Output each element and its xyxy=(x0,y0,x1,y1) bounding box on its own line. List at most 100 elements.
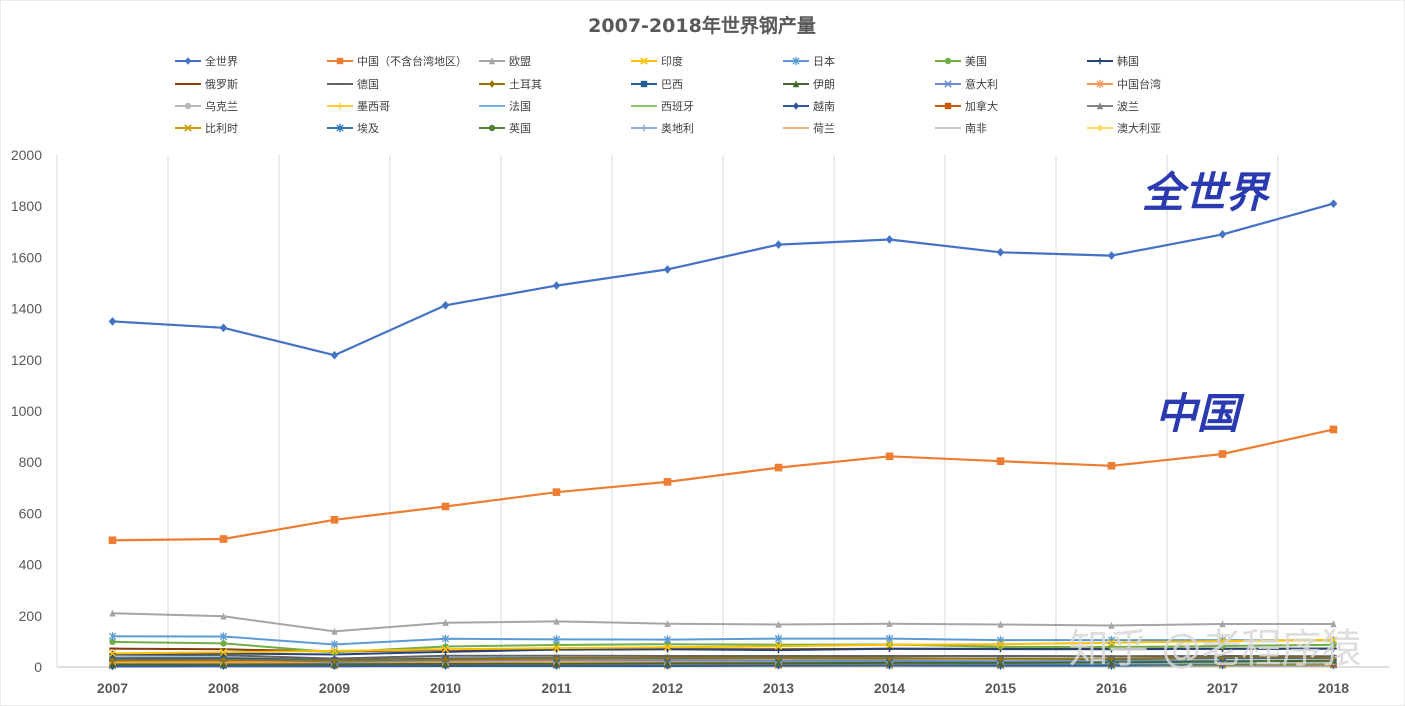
data-point-marker xyxy=(336,123,344,133)
data-point-marker xyxy=(664,659,671,667)
series-lines xyxy=(112,202,1334,668)
data-point-marker xyxy=(775,620,782,628)
data-point-marker xyxy=(552,635,561,644)
legend-label: 西班牙 xyxy=(661,100,694,113)
data-point-marker xyxy=(442,619,449,626)
grid-lines xyxy=(56,155,1389,668)
legend-label: 埃及 xyxy=(357,121,379,135)
y-axis: 0 200 400 600 800 1000 1200 1400 1600 1800 2000 xyxy=(11,147,42,675)
data-point-marker xyxy=(885,640,894,649)
x-tick-label: 2016 xyxy=(1096,680,1127,696)
data-point-marker xyxy=(886,620,893,627)
data-point-marker xyxy=(336,102,344,110)
data-point-marker xyxy=(488,80,496,88)
data-point-marker xyxy=(944,80,952,88)
chart-title: 2007-2018年世界钢产量 xyxy=(588,14,816,37)
legend-label: 比利时 xyxy=(205,122,238,135)
x-tick-label: 2015 xyxy=(985,680,1016,696)
legend-label: 荷兰 xyxy=(813,122,835,135)
data-point-marker xyxy=(1330,653,1337,662)
data-point-marker xyxy=(885,634,894,643)
data-point-marker xyxy=(774,240,783,249)
y-tick-label: 2000 xyxy=(11,147,42,163)
data-point-marker xyxy=(552,281,561,290)
data-point-marker xyxy=(553,659,560,667)
x-tick-label: 2010 xyxy=(430,680,461,696)
data-point-marker xyxy=(553,617,560,625)
y-tick-label: 200 xyxy=(19,608,43,624)
series-markers xyxy=(108,199,1338,671)
y-tick-label: 1000 xyxy=(11,403,42,419)
data-point-marker xyxy=(1330,641,1337,648)
data-point-marker xyxy=(109,660,116,668)
y-tick-label: 1800 xyxy=(11,198,42,214)
data-point-marker xyxy=(1218,637,1227,645)
data-point-marker xyxy=(1107,461,1116,470)
x-tick-label: 2007 xyxy=(97,680,128,696)
legend-label: 意大利 xyxy=(965,77,998,91)
data-point-marker xyxy=(1218,450,1227,458)
data-point-marker xyxy=(996,640,1005,648)
data-point-marker xyxy=(109,609,116,617)
data-point-marker xyxy=(1219,642,1226,650)
data-point-marker xyxy=(1096,79,1104,89)
data-point-marker xyxy=(219,535,228,543)
data-point-marker xyxy=(488,124,496,132)
data-point-marker xyxy=(331,627,338,635)
data-point-marker xyxy=(441,300,450,310)
series-line xyxy=(112,612,1334,633)
data-point-marker xyxy=(184,124,192,132)
data-point-marker xyxy=(330,640,339,649)
series-line xyxy=(112,656,1334,662)
data-point-marker xyxy=(220,656,227,664)
legend-label: 伊朗 xyxy=(813,78,835,91)
x-tick-label: 2013 xyxy=(763,680,794,696)
series-line xyxy=(112,662,1334,668)
series-line xyxy=(112,659,1334,666)
y-tick-label: 1600 xyxy=(11,249,42,265)
x-tick-label: 2011 xyxy=(541,680,572,696)
legend-label: 加拿大 xyxy=(965,99,998,113)
data-point-marker xyxy=(1329,636,1338,644)
data-point-marker xyxy=(997,620,1004,628)
series-line xyxy=(112,647,1334,656)
data-point-marker xyxy=(220,640,227,647)
legend-label: 乌克兰 xyxy=(205,99,238,113)
legend-label: 南非 xyxy=(965,122,987,135)
data-point-marker xyxy=(219,323,228,333)
y-tick-label: 600 xyxy=(19,505,43,521)
legend-label: 土耳其 xyxy=(509,78,542,91)
data-point-marker xyxy=(219,648,228,656)
data-point-marker xyxy=(330,516,339,524)
data-point-marker xyxy=(1108,643,1115,651)
y-tick-label: 0 xyxy=(34,659,42,675)
legend-label: 美国 xyxy=(965,55,987,68)
data-point-marker xyxy=(774,642,783,650)
data-point-marker xyxy=(996,247,1005,257)
x-tick-label: 2008 xyxy=(208,680,239,696)
legend-label: 中国台湾 xyxy=(1117,77,1161,91)
series-line xyxy=(112,635,1334,646)
x-tick-label: 2018 xyxy=(1318,680,1349,696)
data-point-marker xyxy=(331,648,338,656)
legend-label: 法国 xyxy=(509,99,531,113)
series-line xyxy=(112,638,1334,655)
legend-label: 全世界 xyxy=(205,54,238,68)
data-point-marker xyxy=(488,57,496,65)
data-point-marker xyxy=(640,124,648,132)
data-point-marker xyxy=(441,634,450,644)
data-point-marker xyxy=(184,57,192,65)
data-point-marker xyxy=(441,502,450,511)
data-point-marker xyxy=(184,102,192,110)
data-point-marker xyxy=(663,635,672,644)
data-point-marker xyxy=(775,659,782,667)
data-point-marker xyxy=(442,660,449,668)
data-point-marker xyxy=(220,612,227,620)
x-tick-label: 2009 xyxy=(319,680,350,696)
data-point-marker xyxy=(1329,199,1338,208)
data-point-marker xyxy=(1096,124,1104,132)
y-tick-label: 800 xyxy=(19,454,43,470)
data-point-marker xyxy=(663,643,672,652)
